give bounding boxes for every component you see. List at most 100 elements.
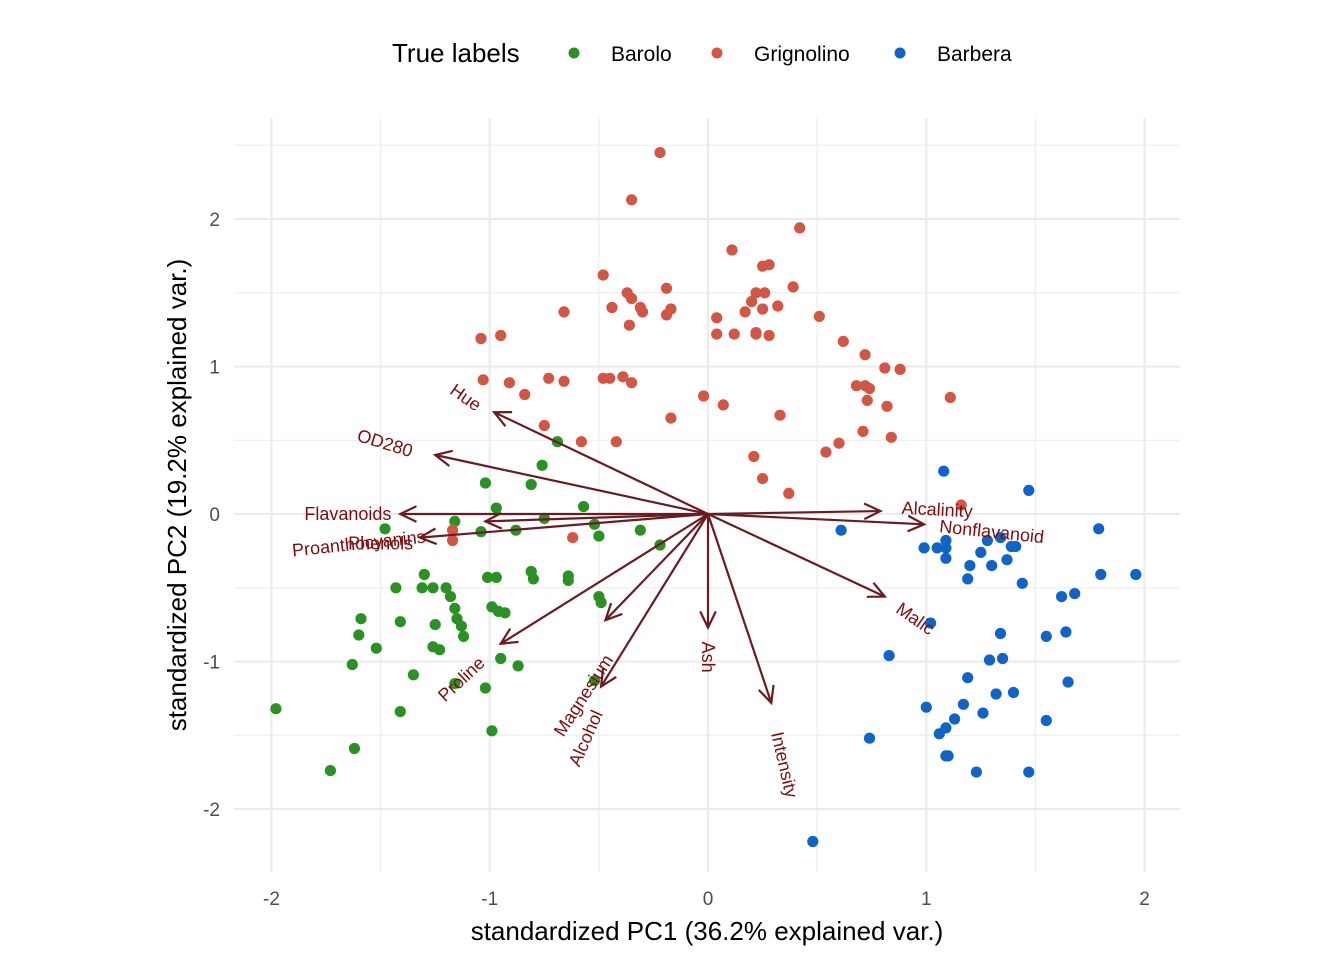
data-point-barbera — [997, 652, 1009, 665]
data-point-grignolino — [750, 327, 762, 339]
data-point-barolo — [525, 478, 537, 491]
loading-arrow-od280 — [432, 449, 709, 516]
data-point-barolo — [490, 502, 502, 514]
data-point-grignolino — [610, 436, 622, 448]
data-point-grignolino — [447, 524, 459, 536]
data-point-grignolino — [711, 312, 723, 324]
data-point-barbera — [938, 465, 950, 477]
series-barbera — [807, 465, 1142, 848]
data-point-barolo — [427, 582, 439, 594]
data-point-barbera — [931, 542, 943, 554]
arrow-head — [603, 602, 623, 623]
data-point-barolo — [418, 568, 430, 581]
data-point-barolo — [394, 616, 406, 628]
data-point-barolo — [479, 477, 491, 489]
loading-label-malic: Malic — [892, 598, 938, 638]
data-point-grignolino — [665, 412, 677, 424]
x-tick-label: 0 — [703, 889, 714, 910]
data-point-barbera — [883, 650, 895, 662]
legend-item-grignolino: Grignolino — [711, 43, 850, 66]
data-point-barbera — [962, 672, 974, 684]
legend-label-barbera: Barbera — [937, 43, 1012, 66]
data-point-barbera — [1001, 554, 1013, 566]
data-point-barolo — [527, 573, 540, 585]
arrow-shaft — [500, 513, 709, 645]
arrow-head — [417, 527, 438, 546]
data-point-grignolino — [698, 390, 710, 402]
data-point-grignolino — [495, 329, 507, 342]
data-point-grignolino — [837, 335, 849, 347]
data-point-barolo — [499, 607, 511, 619]
data-point-grignolino — [757, 303, 769, 315]
data-point-grignolino — [558, 306, 570, 318]
data-point-grignolino — [879, 362, 891, 374]
arrow-head — [599, 668, 617, 689]
data-point-grignolino — [746, 296, 758, 308]
data-point-barbera — [1023, 766, 1035, 778]
data-point-barolo — [479, 682, 491, 694]
arrow-head — [432, 449, 453, 467]
data-point-barbera — [942, 750, 954, 762]
data-point-grignolino — [626, 194, 638, 206]
data-point-grignolino — [757, 473, 769, 485]
points-layer — [270, 147, 1142, 848]
data-point-grignolino — [857, 425, 869, 437]
data-point-grignolino — [606, 301, 618, 314]
data-point-barolo — [562, 574, 574, 587]
data-point-barbera — [925, 617, 937, 629]
data-point-grignolino — [575, 436, 588, 448]
data-point-grignolino — [748, 450, 760, 463]
data-point-grignolino — [763, 329, 775, 342]
data-point-grignolino — [813, 310, 825, 322]
data-point-grignolino — [787, 281, 799, 293]
data-point-grignolino — [794, 222, 806, 234]
loading-arrow-nonflavanoid — [707, 512, 927, 533]
data-point-barbera — [962, 573, 974, 585]
data-point-barbera — [1095, 568, 1107, 581]
legend-swatch-grignolino — [711, 47, 723, 59]
data-point-barbera — [1040, 714, 1052, 727]
data-point-barolo — [449, 678, 461, 690]
x-tick-label: 1 — [921, 889, 932, 910]
data-point-barolo — [486, 725, 498, 737]
data-point-grignolino — [726, 244, 738, 256]
loading-arrows — [397, 411, 927, 706]
data-point-barolo — [512, 660, 524, 672]
data-point-barbera — [977, 707, 989, 719]
arrow-shaft — [493, 411, 709, 515]
data-point-grignolino — [626, 293, 638, 305]
data-point-barbera — [863, 732, 876, 744]
data-point-grignolino — [711, 328, 723, 340]
data-point-barolo — [353, 629, 365, 641]
data-point-barbera — [975, 546, 987, 559]
y-tick-label: 2 — [209, 210, 220, 231]
data-point-barolo — [440, 582, 452, 594]
data-point-barolo — [434, 644, 446, 656]
data-point-grignolino — [447, 534, 459, 547]
data-point-grignolino — [763, 259, 775, 271]
data-point-barbera — [1010, 540, 1022, 553]
data-point-barolo — [346, 658, 358, 671]
data-point-grignolino — [717, 399, 729, 411]
data-point-barolo — [490, 571, 502, 584]
series-grignolino — [447, 147, 967, 547]
data-point-grignolino — [538, 419, 550, 432]
data-point-barbera — [807, 835, 819, 848]
data-point-barbera — [1016, 577, 1028, 589]
data-point-grignolino — [503, 377, 515, 389]
y-axis-title: standardized PC2 (19.2% explained var.) — [162, 259, 192, 732]
loading-label-hue: Hue — [446, 380, 485, 415]
legend-label-barolo: Barolo — [611, 43, 672, 66]
y-tick-label: 1 — [209, 358, 220, 379]
data-point-barbera — [940, 722, 952, 734]
data-point-barolo — [449, 602, 461, 615]
data-point-barbera — [994, 627, 1007, 640]
data-point-grignolino — [636, 306, 649, 318]
data-point-barolo — [449, 515, 461, 528]
data-point-barolo — [455, 620, 467, 632]
data-point-grignolino — [759, 287, 771, 299]
arrow-head — [699, 610, 717, 631]
data-point-barolo — [416, 582, 428, 594]
legend-swatch-barbera — [894, 47, 906, 59]
data-point-grignolino — [859, 349, 871, 361]
